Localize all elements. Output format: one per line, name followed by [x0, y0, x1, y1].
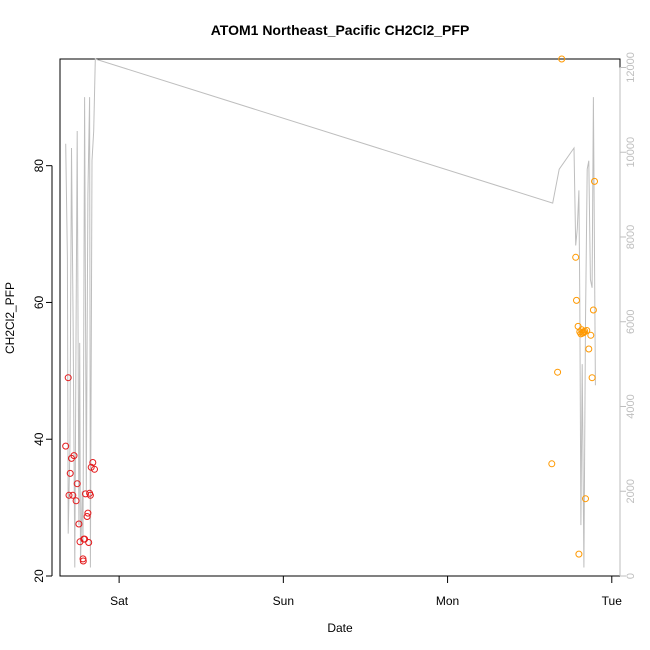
- right-tick-label: 2000: [625, 479, 637, 503]
- right-tick-label: 0: [625, 573, 637, 579]
- data-point-series-0: [82, 490, 89, 498]
- data-point-series-0: [64, 374, 72, 382]
- data-point-series-1: [588, 374, 596, 382]
- data-point-series-1: [591, 177, 598, 185]
- bottom-tick-label: Tue: [602, 594, 623, 608]
- data-point-series-1: [573, 296, 580, 304]
- left-tick-label: 60: [32, 295, 46, 309]
- data-point-series-1: [583, 327, 591, 334]
- right-tick-label: 12000: [625, 52, 637, 83]
- data-point-series-1: [575, 550, 583, 558]
- data-point-series-0: [70, 452, 78, 460]
- data-point-series-0: [73, 480, 81, 488]
- line-series-path: [65, 58, 596, 568]
- data-point-series-1: [587, 331, 595, 339]
- data-point-series-1: [554, 368, 562, 376]
- right-tick-label: 4000: [625, 394, 637, 418]
- data-point-series-1: [589, 306, 597, 314]
- bottom-tick-label: Mon: [436, 594, 459, 608]
- data-point-series-0: [81, 535, 89, 543]
- data-point-series-0: [86, 491, 94, 499]
- grey-line-series: [65, 58, 596, 568]
- data-point-series-0: [89, 459, 97, 466]
- data-point-series-0: [84, 509, 92, 517]
- bottom-tick-label: Sun: [273, 594, 294, 608]
- bottom-tick-label: Sat: [110, 594, 129, 608]
- data-point-series-0: [62, 442, 70, 450]
- data-point-series-1: [582, 495, 589, 503]
- data-point-series-0: [69, 491, 77, 499]
- y-axis-label: CH2Cl2_PFP: [3, 282, 17, 354]
- bottom-axis: Sat Sun Mon Tue: [110, 575, 623, 608]
- data-point-series-0: [83, 513, 91, 520]
- right-tick-label: 8000: [625, 225, 637, 249]
- data-point-series-0: [91, 465, 98, 473]
- data-point-series-0: [72, 497, 80, 505]
- right-tick-label: 10000: [625, 137, 637, 168]
- scatter-points: [62, 55, 598, 565]
- chart-title: ATOM1 Northeast_Pacific CH2Cl2_PFP: [211, 22, 470, 38]
- x-axis-label: Date: [327, 621, 353, 635]
- left-tick-label: 20: [32, 569, 46, 583]
- left-tick-label: 40: [32, 432, 46, 446]
- data-point-series-1: [572, 253, 580, 261]
- data-point-series-0: [66, 469, 74, 477]
- data-point-series-1: [558, 55, 566, 63]
- data-point-series-0: [65, 491, 73, 499]
- data-point-series-0: [79, 557, 87, 565]
- right-tick-label: 6000: [625, 309, 637, 333]
- data-point-series-0: [85, 539, 93, 546]
- right-axis: 0 2000 4000 6000 8000 10000 12000: [619, 52, 637, 579]
- left-tick-label: 80: [32, 159, 46, 173]
- data-point-series-1: [548, 460, 556, 468]
- data-point-series-1: [585, 345, 593, 353]
- data-point-series-0: [75, 520, 83, 528]
- left-axis: 20 40 60 80: [32, 159, 53, 583]
